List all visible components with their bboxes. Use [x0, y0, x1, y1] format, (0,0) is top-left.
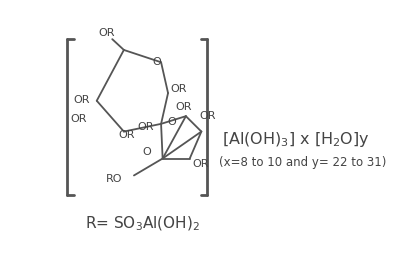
Text: OR: OR [199, 111, 216, 121]
Text: RO: RO [106, 174, 122, 184]
Text: OR: OR [118, 130, 135, 141]
Text: O: O [142, 147, 151, 157]
Text: (x=8 to 10 and y= 22 to 31): (x=8 to 10 and y= 22 to 31) [219, 156, 386, 169]
Text: OR: OR [98, 28, 115, 39]
Text: OR: OR [73, 95, 90, 105]
Text: OR: OR [170, 84, 186, 94]
Text: R= SO$_3$Al(OH)$_2$: R= SO$_3$Al(OH)$_2$ [85, 215, 200, 233]
Text: O: O [152, 57, 160, 67]
Text: [Al(OH)$_3$] x [H$_2$O]y: [Al(OH)$_3$] x [H$_2$O]y [222, 130, 369, 149]
Text: OR: OR [192, 159, 208, 169]
Text: O: O [167, 117, 176, 127]
Text: OR: OR [70, 114, 87, 124]
Text: OR: OR [175, 102, 192, 112]
Text: OR: OR [137, 122, 153, 132]
